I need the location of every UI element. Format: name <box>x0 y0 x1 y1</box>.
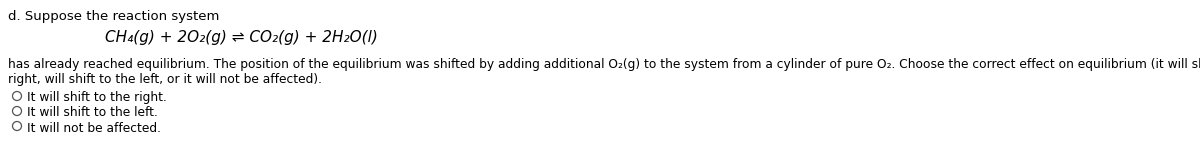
Text: It will not be affected.: It will not be affected. <box>28 122 161 134</box>
Text: CH₄(g) + 2O₂(g) ⇌ CO₂(g) + 2H₂O(l): CH₄(g) + 2O₂(g) ⇌ CO₂(g) + 2H₂O(l) <box>106 30 378 45</box>
Text: d. Suppose the reaction system: d. Suppose the reaction system <box>8 10 220 23</box>
Text: It will shift to the right.: It will shift to the right. <box>28 91 167 105</box>
Text: It will shift to the left.: It will shift to the left. <box>28 107 158 120</box>
Text: right, will shift to the left, or it will not be affected).: right, will shift to the left, or it wil… <box>8 73 322 86</box>
Text: has already reached equilibrium. The position of the equilibrium was shifted by : has already reached equilibrium. The pos… <box>8 58 1200 71</box>
